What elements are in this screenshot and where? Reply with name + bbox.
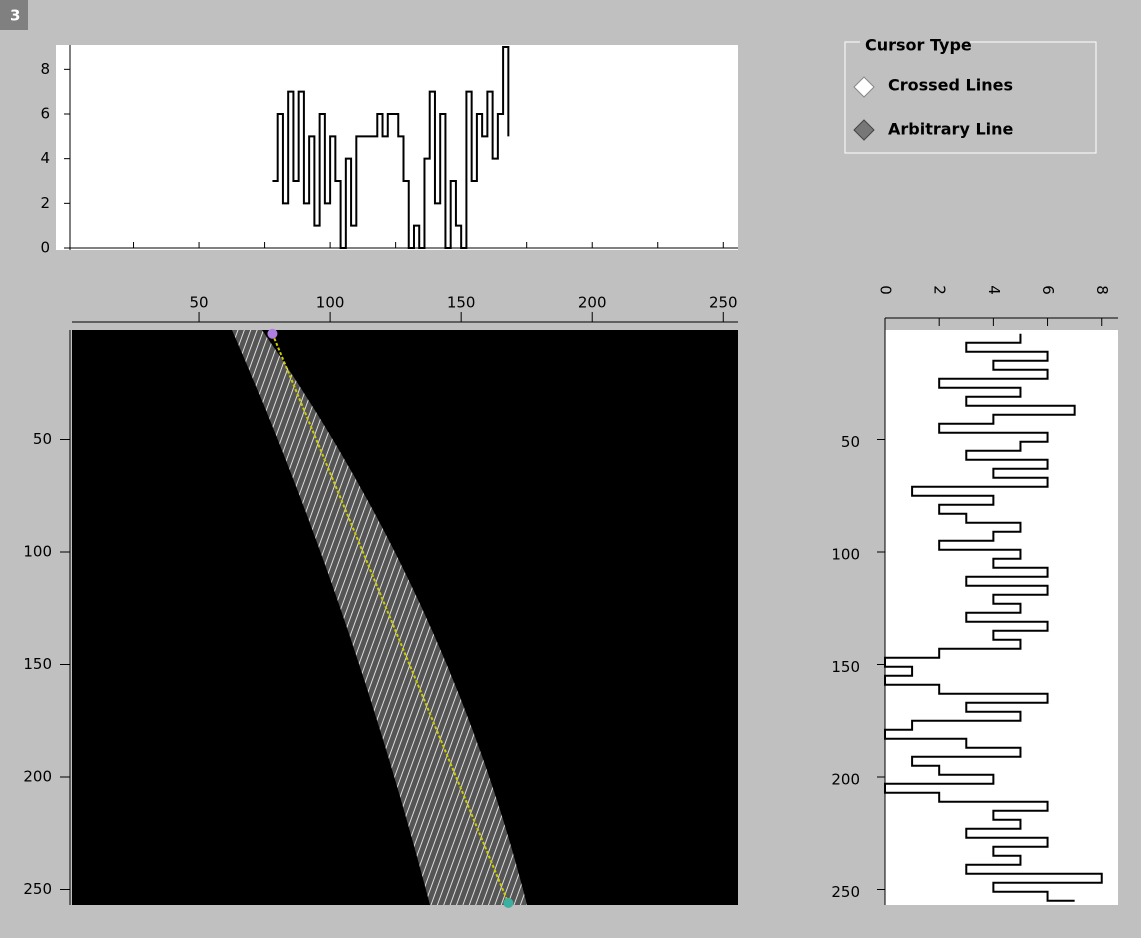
cursor-end bbox=[503, 898, 514, 908]
profile-line bbox=[884, 333, 1103, 902]
radio-option[interactable]: Crossed Lines bbox=[853, 76, 1013, 98]
profile-line bbox=[272, 46, 510, 249]
x-tick-label: 6 bbox=[1039, 285, 1057, 295]
y-tick-label: 150 bbox=[831, 658, 860, 676]
window-badge bbox=[0, 0, 28, 30]
radio-icon[interactable] bbox=[853, 119, 875, 141]
group-title-bg bbox=[860, 36, 970, 52]
y-tick-label: 0 bbox=[40, 239, 50, 257]
x-tick-label: 4 bbox=[985, 285, 1003, 295]
group-box bbox=[844, 41, 1097, 154]
image-band bbox=[232, 330, 527, 905]
radio-option[interactable]: Arbitrary Line bbox=[853, 119, 1014, 141]
cursor-line bbox=[271, 333, 510, 904]
x-tick-label: 8 bbox=[1093, 285, 1111, 295]
y-tick-label: 50 bbox=[841, 433, 860, 451]
x-tick-label: 2 bbox=[931, 285, 949, 295]
right-plot-area bbox=[885, 330, 1118, 905]
top-plot-area bbox=[56, 45, 738, 250]
y-tick-label: 200 bbox=[831, 771, 860, 789]
x-tick-label: 50 bbox=[190, 294, 209, 312]
y-tick-label: 8 bbox=[40, 60, 50, 78]
group-title: Cursor Type bbox=[865, 36, 972, 55]
y-tick-label: 100 bbox=[23, 543, 52, 561]
y-tick-label: 150 bbox=[23, 655, 52, 673]
y-tick-label: 4 bbox=[40, 149, 50, 167]
y-tick-label: 250 bbox=[23, 880, 52, 898]
y-tick-label: 200 bbox=[23, 768, 52, 786]
y-tick-label: 250 bbox=[831, 883, 860, 901]
window-label: 3 bbox=[10, 7, 20, 25]
radio-label[interactable]: Arbitrary Line bbox=[888, 120, 1014, 139]
radio-icon[interactable] bbox=[853, 76, 875, 98]
x-tick-label: 200 bbox=[578, 294, 607, 312]
y-tick-label: 50 bbox=[33, 430, 52, 448]
y-tick-label: 100 bbox=[831, 546, 860, 564]
x-tick-label: 150 bbox=[447, 294, 476, 312]
x-tick-label: 250 bbox=[709, 294, 738, 312]
x-tick-label: 0 bbox=[877, 285, 895, 295]
cursor-start bbox=[267, 328, 278, 339]
y-tick-label: 2 bbox=[40, 194, 50, 212]
radio-label[interactable]: Crossed Lines bbox=[888, 76, 1013, 95]
y-tick-label: 6 bbox=[40, 105, 50, 123]
x-tick-label: 100 bbox=[316, 294, 345, 312]
